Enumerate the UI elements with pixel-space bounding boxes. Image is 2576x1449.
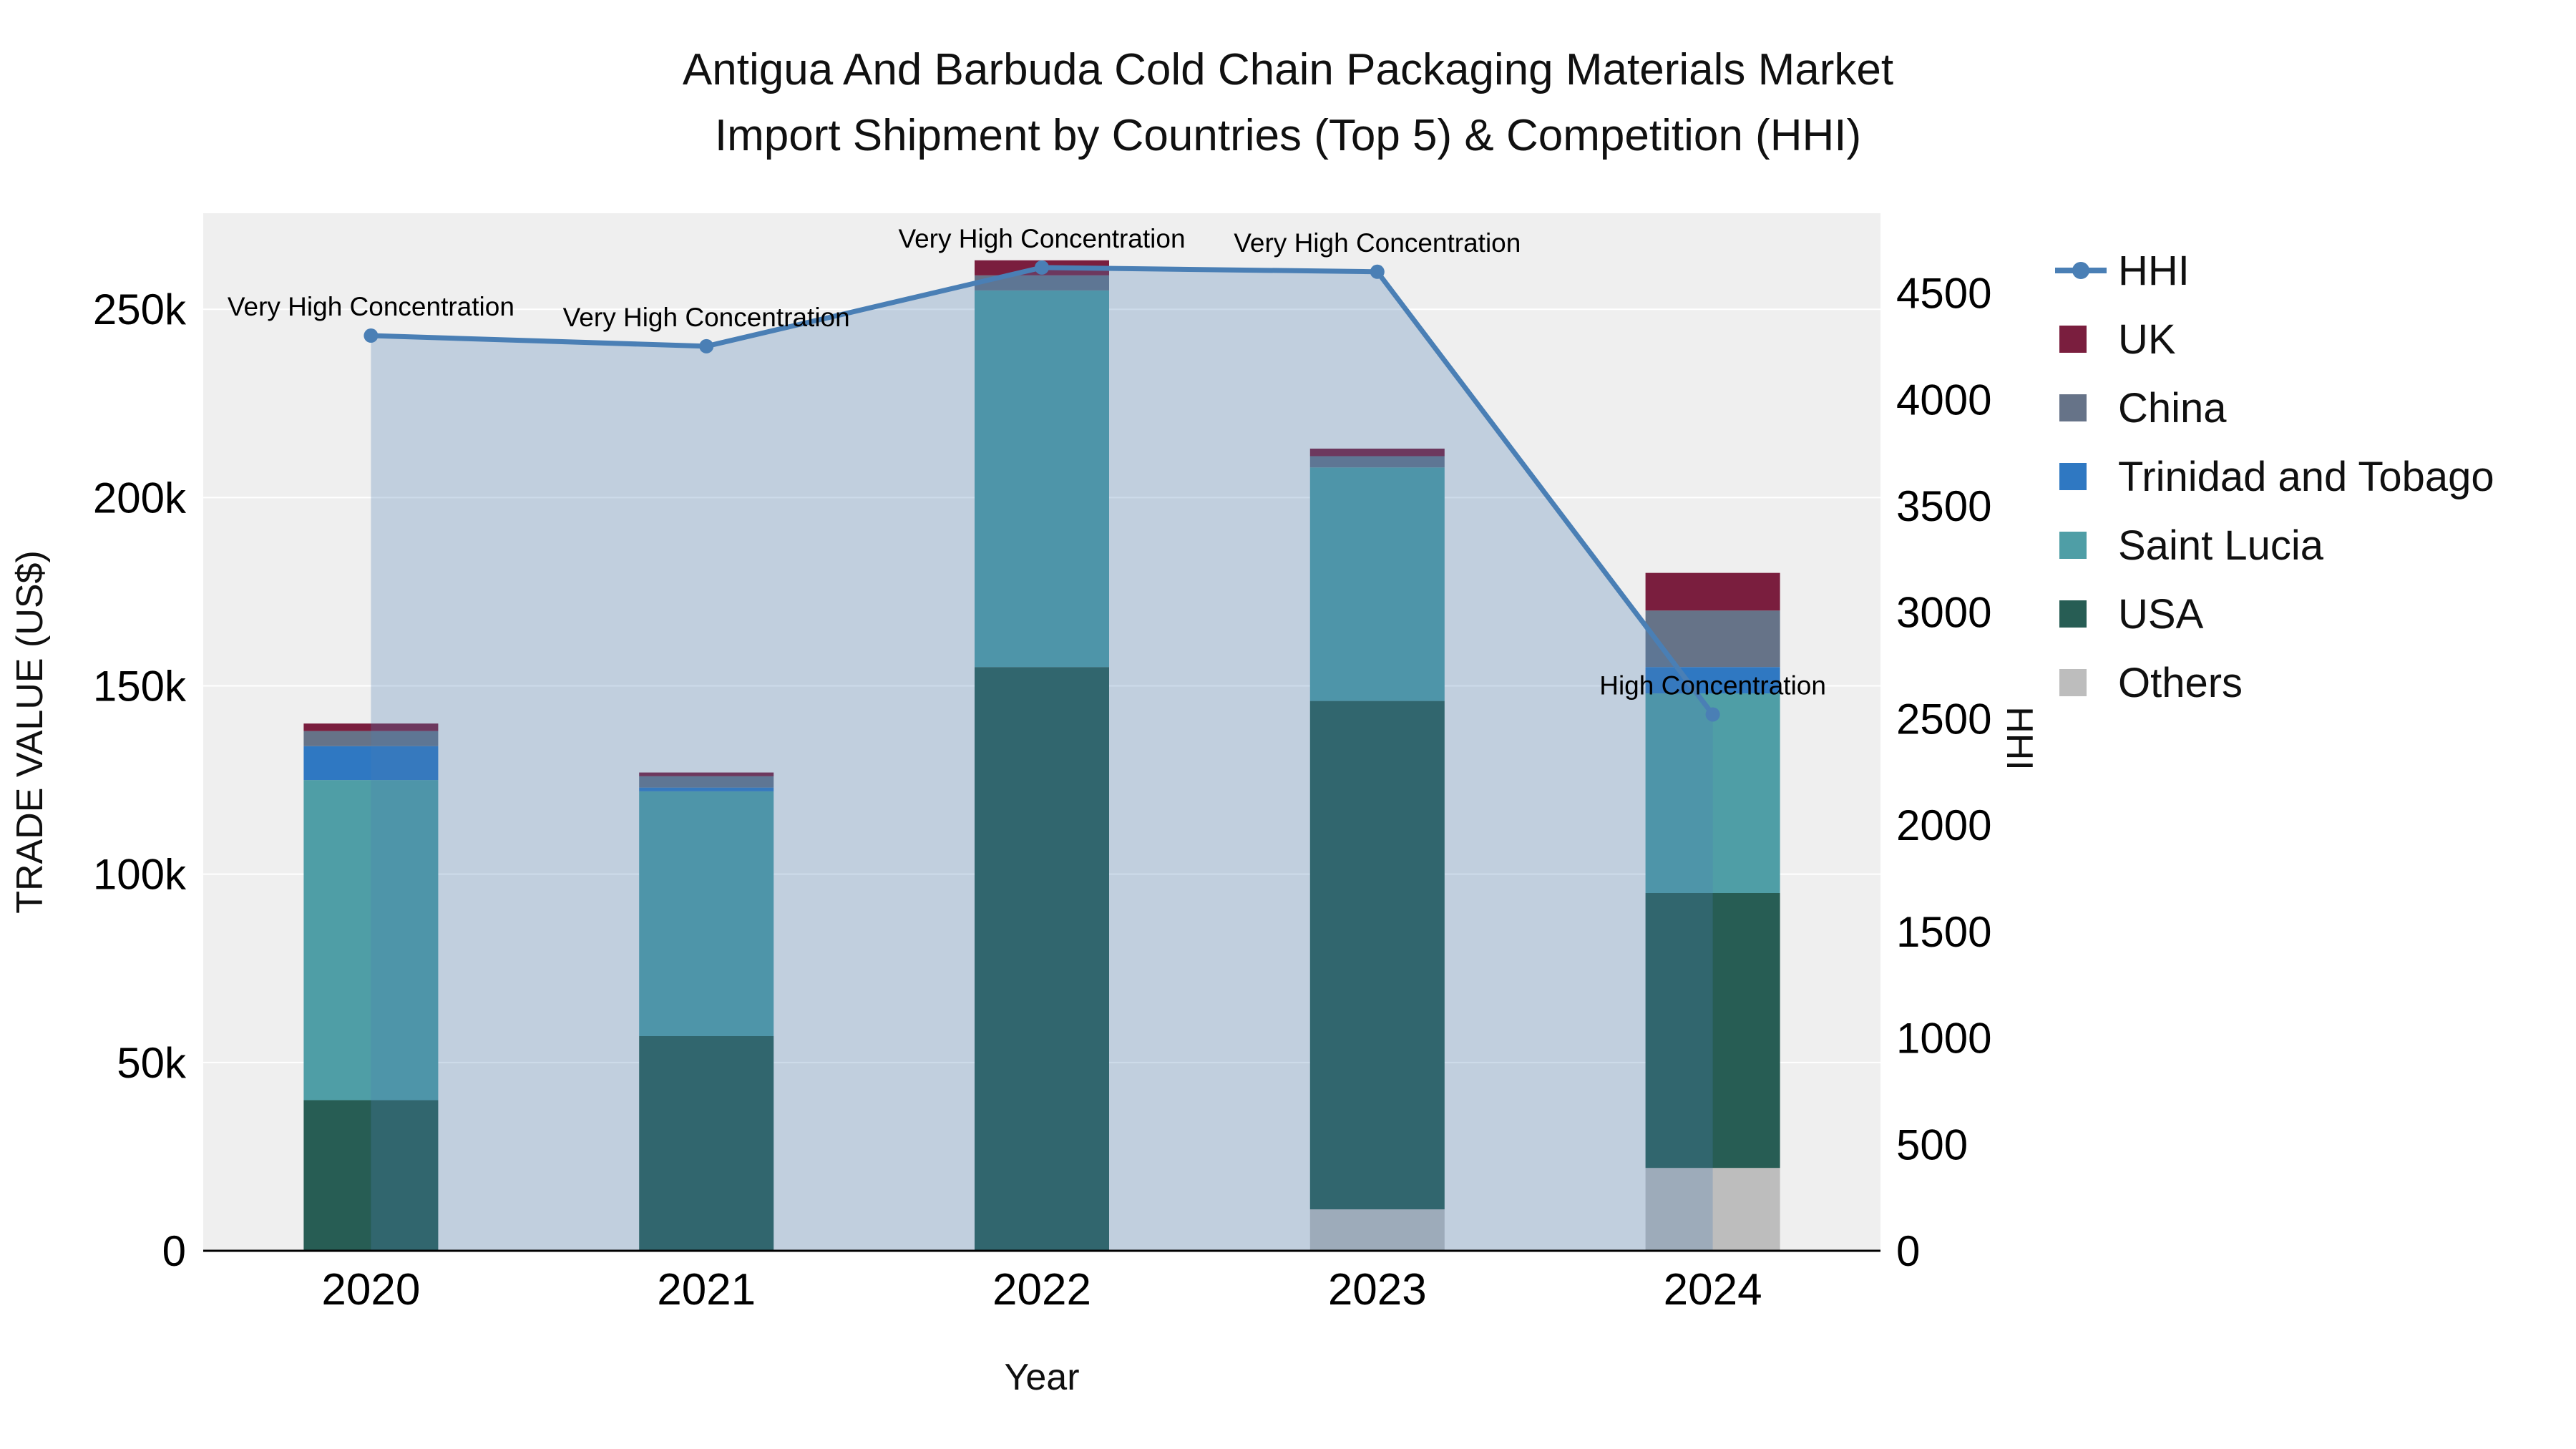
x-axis-tick-label[interactable]: 2021 [657,1265,756,1314]
bar-segment-usa[interactable] [303,1100,439,1251]
hhi-marker[interactable] [1705,707,1720,722]
chart-title-line2: Import Shipment by Countries (Top 5) & C… [714,111,1862,160]
china-color-swatch [2059,394,2087,421]
bar-segment-trinidad-and-tobago[interactable] [303,746,439,781]
concentration-annotation: High Concentration [1599,670,1826,700]
bar-segment-others[interactable] [1309,1209,1445,1251]
bar-segment-usa[interactable] [975,667,1109,1251]
right-axis-tick-label: 4500 [1896,270,1991,318]
bar-segment-china[interactable] [639,776,774,788]
left-axis-tick-label: 200k [93,474,187,522]
right-axis-tick-label: 4000 [1896,376,1991,424]
legend-item-others[interactable]: Others [2055,648,2494,717]
bar-segment-saint-lucia[interactable] [1309,467,1445,701]
bar-segment-saint-lucia[interactable] [639,791,774,1036]
legend-item-hhi[interactable]: HHI [2055,236,2494,305]
legend-label-uk: UK [2118,316,2176,363]
bar-segment-saint-lucia[interactable] [303,780,439,1101]
y-axis-title-left: TRADE VALUE (US$) [9,550,51,914]
legend-label-hhi: HHI [2118,247,2190,294]
x-axis-tick-label[interactable]: 2024 [1664,1265,1762,1314]
x-axis-tick-label[interactable]: 2020 [321,1265,420,1314]
bar-segment-trinidad-and-tobago[interactable] [639,787,774,791]
left-axis-tick-label: 50k [117,1039,187,1087]
chart-title: Antigua And Barbuda Cold Chain Packaging… [0,37,2576,169]
bar-segment-trinidad-and-tobago[interactable] [1645,667,1780,694]
right-axis-tick-label: 3500 [1896,482,1991,530]
bar-segment-saint-lucia[interactable] [1645,693,1780,893]
right-axis-tick-label: 0 [1896,1227,1920,1275]
trinidad-and-tobago-color-swatch [2059,463,2087,490]
bar-segment-others[interactable] [1645,1168,1780,1251]
others-color-swatch [2059,669,2087,696]
right-axis-tick-label: 2500 [1896,695,1991,743]
hhi-line-legend-sample [2055,268,2107,273]
y-axis-title-right: HHI [1999,706,2040,771]
legend-label-trinidad-and-tobago: Trinidad and Tobago [2118,453,2494,500]
usa-color-swatch [2059,600,2087,628]
right-axis-tick-label: 1000 [1896,1015,1991,1063]
bar-segment-usa[interactable] [1645,893,1780,1169]
legend-item-uk[interactable]: UK [2055,305,2494,374]
hhi-marker[interactable] [1035,260,1049,275]
legend-label-saint-lucia: Saint Lucia [2118,522,2323,569]
legend-label-usa: USA [2118,590,2204,638]
chart-title-line1: Antigua And Barbuda Cold Chain Packaging… [682,45,1894,94]
hhi-area-fill [371,267,1713,1251]
bar-segment-usa[interactable] [1309,701,1445,1210]
right-axis-tick-label: 2000 [1896,801,1991,849]
legend-label-others: Others [2118,659,2243,706]
x-axis-title: Year [1004,1357,1080,1398]
bar-segment-china[interactable] [1309,456,1445,468]
bar-segment-uk[interactable] [1309,448,1445,457]
right-axis-tick-label: 3000 [1896,589,1991,637]
hhi-marker[interactable] [1370,264,1385,279]
hhi-marker[interactable] [364,328,379,343]
bar-segment-china[interactable] [975,275,1109,291]
concentration-annotation: Very High Concentration [228,292,514,321]
bar-segment-china[interactable] [303,731,439,746]
left-axis-tick-label: 150k [93,663,187,711]
bar-segment-uk[interactable] [1645,572,1780,611]
x-axis-tick-label[interactable]: 2023 [1328,1265,1427,1314]
concentration-annotation: Very High Concentration [1234,228,1521,258]
bar-segment-uk[interactable] [639,772,774,776]
bar-segment-usa[interactable] [639,1036,774,1251]
x-axis-tick-label[interactable]: 2022 [992,1265,1091,1314]
left-axis-tick-label: 0 [162,1227,186,1275]
legend-item-trinidad-and-tobago[interactable]: Trinidad and Tobago [2055,442,2494,511]
hhi-marker[interactable] [699,338,714,353]
right-axis-tick-label: 1500 [1896,908,1991,956]
concentration-annotation: Very High Concentration [898,224,1185,253]
legend-item-usa[interactable]: USA [2055,580,2494,648]
saint-lucia-color-swatch [2059,532,2087,559]
uk-color-swatch [2059,326,2087,353]
legend-item-china[interactable]: China [2055,374,2494,442]
right-axis-tick-label: 500 [1896,1121,1968,1169]
legend-label-china: China [2118,384,2227,431]
legend-item-saint-lucia[interactable]: Saint Lucia [2055,511,2494,580]
bar-segment-uk[interactable] [303,723,439,731]
bar-segment-saint-lucia[interactable] [975,290,1109,668]
left-axis-tick-label: 250k [93,286,187,333]
concentration-annotation: Very High Concentration [563,303,850,332]
left-axis-tick-label: 100k [93,851,187,899]
legend: HHI UK China Trinidad and Tobago Saint L… [2055,236,2494,717]
